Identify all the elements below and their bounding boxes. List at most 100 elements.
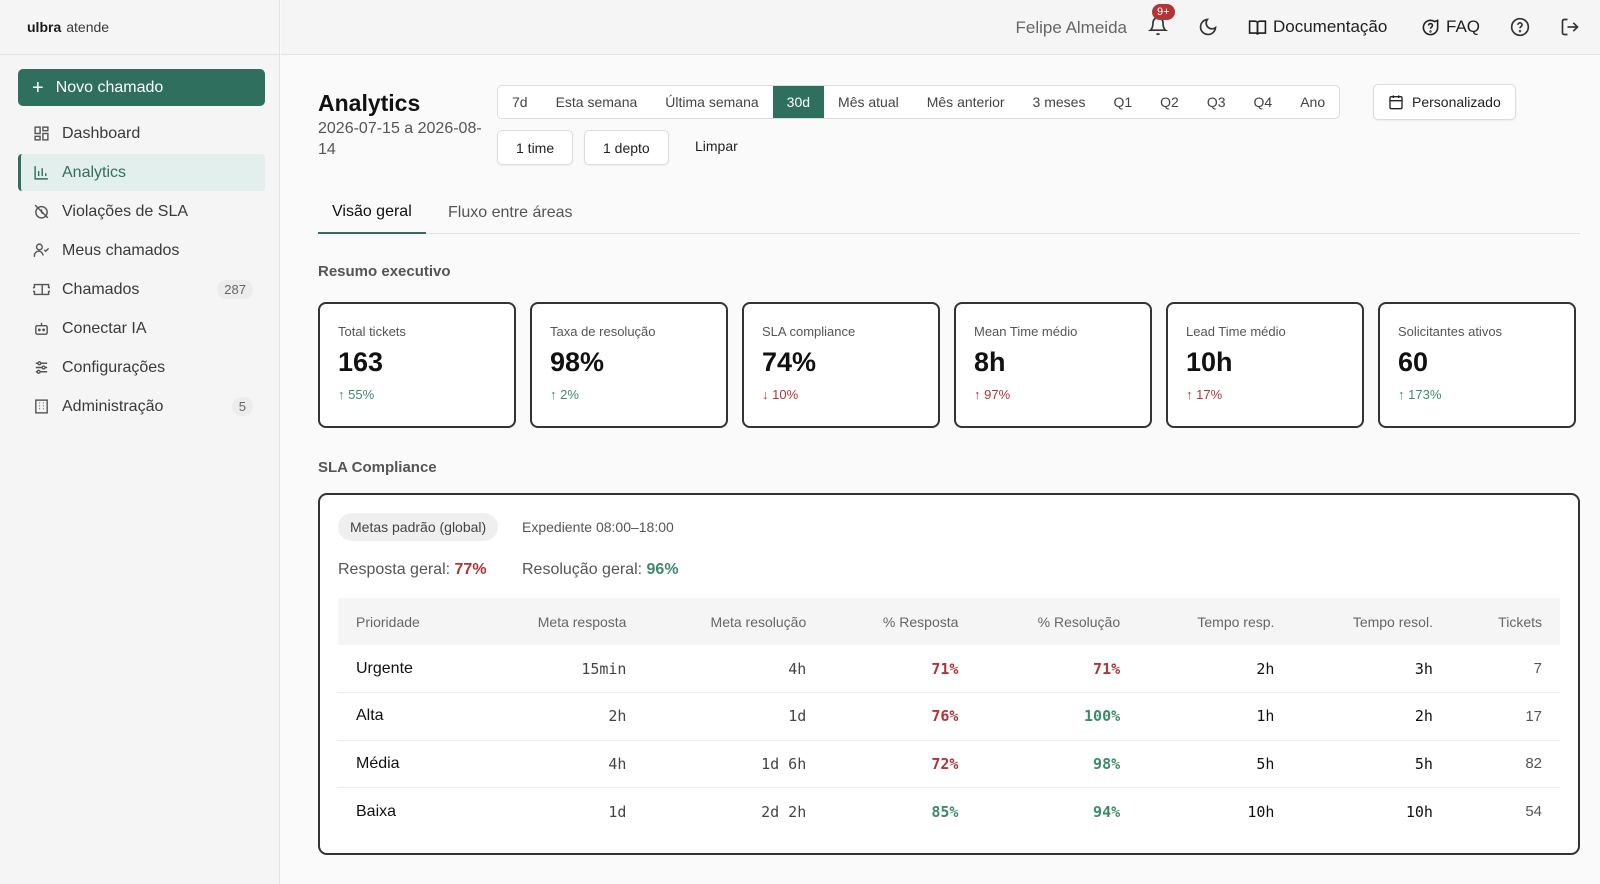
- period-30d[interactable]: 30d: [772, 86, 825, 118]
- kpi-delta: ↑ 97%: [974, 387, 1132, 402]
- tickets-cell: 54: [1525, 803, 1542, 820]
- period-3-months[interactable]: 3 meses: [1032, 94, 1086, 110]
- faq-label: FAQ: [1446, 17, 1481, 36]
- resolution-time-cell: 10h: [1405, 802, 1433, 821]
- kpi-delta-value: 173%: [1408, 387, 1442, 402]
- tabs: Visão geral Fluxo entre áreas: [318, 192, 1580, 234]
- clock-off-icon: [32, 203, 50, 221]
- team-filter-button[interactable]: 1 time: [497, 130, 574, 165]
- dept-filter-button[interactable]: 1 depto: [584, 130, 669, 165]
- overall-resolution: Resolução geral: 96%: [522, 561, 679, 579]
- sidebar-item-analytics[interactable]: Analytics: [18, 154, 265, 191]
- pct-response-cell: 71%: [931, 659, 959, 678]
- summary-title: Resumo executivo: [318, 263, 451, 280]
- chat-question-icon: [1422, 18, 1439, 35]
- clear-filters-button[interactable]: Limpar: [695, 138, 738, 154]
- sidebar-item-label: Analytics: [62, 163, 127, 181]
- ticket-icon: [32, 281, 50, 299]
- period-q2[interactable]: Q2: [1160, 94, 1179, 110]
- sidebar-item-settings[interactable]: Configurações: [18, 349, 265, 386]
- meta-resolution-cell: 1d 6h: [761, 754, 807, 773]
- overall-response-value: 77%: [454, 561, 487, 578]
- kpi-card: SLA compliance 74% ↓ 10%: [742, 302, 940, 428]
- sidebar-item-admin[interactable]: Administração 5: [18, 388, 265, 425]
- table-row: Baixa 1d 2d 2h 85% 94% 10h 10h 54: [338, 788, 1560, 836]
- period-year[interactable]: Ano: [1300, 94, 1326, 110]
- kpi-value: 74%: [762, 347, 817, 377]
- kpi-card: Solicitantes ativos 60 ↑ 173%: [1378, 302, 1576, 428]
- plus-icon: +: [32, 76, 44, 99]
- response-time-cell: 5h: [1256, 754, 1275, 773]
- building-icon: [32, 398, 50, 416]
- user-name[interactable]: Felipe Almeida: [1015, 18, 1127, 37]
- priority-cell: Baixa: [356, 802, 397, 820]
- docs-link[interactable]: Documentação: [1248, 17, 1387, 37]
- faq-link[interactable]: FAQ: [1421, 17, 1480, 37]
- page-title: Analytics: [318, 90, 421, 116]
- kpi-label: Solicitantes ativos: [1398, 324, 1503, 339]
- kpi-card: Taxa de resolução 98% ↑ 2%: [530, 302, 728, 428]
- period-current-month[interactable]: Mês atual: [838, 94, 899, 110]
- resolution-time-cell: 5h: [1414, 754, 1433, 773]
- column-header: Prioridade: [356, 613, 420, 630]
- sidebar-item-tickets[interactable]: Chamados 287: [18, 271, 265, 308]
- overall-response-label: Resposta geral:: [338, 561, 451, 578]
- meta-resolution-cell: 4h: [788, 659, 807, 678]
- notification-badge: 9+: [1152, 4, 1175, 20]
- new-ticket-button[interactable]: + Novo chamado: [18, 69, 265, 106]
- kpi-delta-value: 17%: [1196, 387, 1223, 402]
- period-q1[interactable]: Q1: [1113, 94, 1133, 110]
- kpi-value: 60: [1398, 347, 1429, 377]
- priority-cell: Média: [356, 754, 400, 772]
- pct-resolution-cell: 71%: [1093, 659, 1121, 678]
- sidebar-item-label: Administração: [62, 397, 164, 415]
- sidebar-item-sla-violations[interactable]: Violações de SLA: [18, 193, 265, 230]
- column-header: Meta resposta: [537, 613, 627, 630]
- kpi-card: Total tickets 163 ↑ 55%: [318, 302, 516, 428]
- meta-resolution-cell: 2d 2h: [761, 802, 807, 821]
- sla-policy-chip[interactable]: Metas padrão (global): [338, 513, 499, 541]
- sidebar-nav: Dashboard Analytics Violações de SLA Meu…: [18, 115, 265, 427]
- table-row: Alta 2h 1d 76% 100% 1h 2h 17: [338, 693, 1560, 740]
- column-header: Tickets: [1498, 613, 1542, 630]
- kpi-delta: ↑ 173%: [1398, 387, 1556, 402]
- sidebar-item-label: Dashboard: [62, 124, 141, 142]
- period-this-week[interactable]: Esta semana: [555, 94, 638, 110]
- arrow-up-icon: ↑: [974, 387, 981, 402]
- period-previous-month[interactable]: Mês anterior: [926, 94, 1005, 110]
- sidebar: ulbra atende + Novo chamado Dashboard An…: [0, 0, 280, 884]
- sidebar-item-label: Chamados: [62, 280, 140, 298]
- period-q3[interactable]: Q3: [1206, 94, 1226, 110]
- meta-response-cell: 2h: [608, 707, 627, 726]
- arrow-up-icon: ↑: [338, 387, 345, 402]
- table-header-row: Prioridade Meta resposta Meta resolução …: [338, 598, 1560, 645]
- sidebar-item-label: Configurações: [62, 358, 166, 376]
- tickets-cell: 82: [1525, 755, 1542, 773]
- period-q4[interactable]: Q4: [1253, 94, 1273, 110]
- kpi-label: Mean Time médio: [974, 324, 1078, 339]
- help-icon[interactable]: [1510, 17, 1530, 42]
- sidebar-item-my-tickets[interactable]: Meus chamados: [18, 232, 265, 269]
- custom-period-button[interactable]: Personalizado: [1373, 84, 1516, 120]
- period-7d[interactable]: 7d: [512, 94, 528, 110]
- priority-cell: Urgente: [356, 659, 413, 677]
- book-icon: [1248, 19, 1267, 35]
- resolution-time-cell: 2h: [1414, 707, 1433, 726]
- period-last-week[interactable]: Última semana: [665, 94, 759, 110]
- moon-icon[interactable]: [1198, 17, 1218, 37]
- logout-icon[interactable]: [1560, 17, 1580, 42]
- priority-cell: Alta: [356, 707, 384, 725]
- sidebar-item-connect-ai[interactable]: Conectar IA: [18, 310, 265, 347]
- overall-response: Resposta geral: 77%: [338, 561, 487, 579]
- column-header: Tempo resol.: [1352, 613, 1433, 630]
- arrow-up-icon: ↑: [550, 387, 557, 402]
- sidebar-item-dashboard[interactable]: Dashboard: [18, 115, 265, 152]
- bar-chart-icon: [32, 164, 50, 182]
- tab-flow-between-areas[interactable]: Fluxo entre áreas: [448, 204, 573, 221]
- sliders-icon: [32, 359, 50, 377]
- tab-overview[interactable]: Visão geral: [318, 192, 426, 234]
- kpi-label: SLA compliance: [762, 324, 856, 339]
- brand-logo[interactable]: ulbra atende: [0, 0, 279, 55]
- tickets-cell: 17: [1525, 707, 1542, 725]
- table-row: Urgente 15min 4h 71% 71% 2h 3h 7: [338, 645, 1560, 693]
